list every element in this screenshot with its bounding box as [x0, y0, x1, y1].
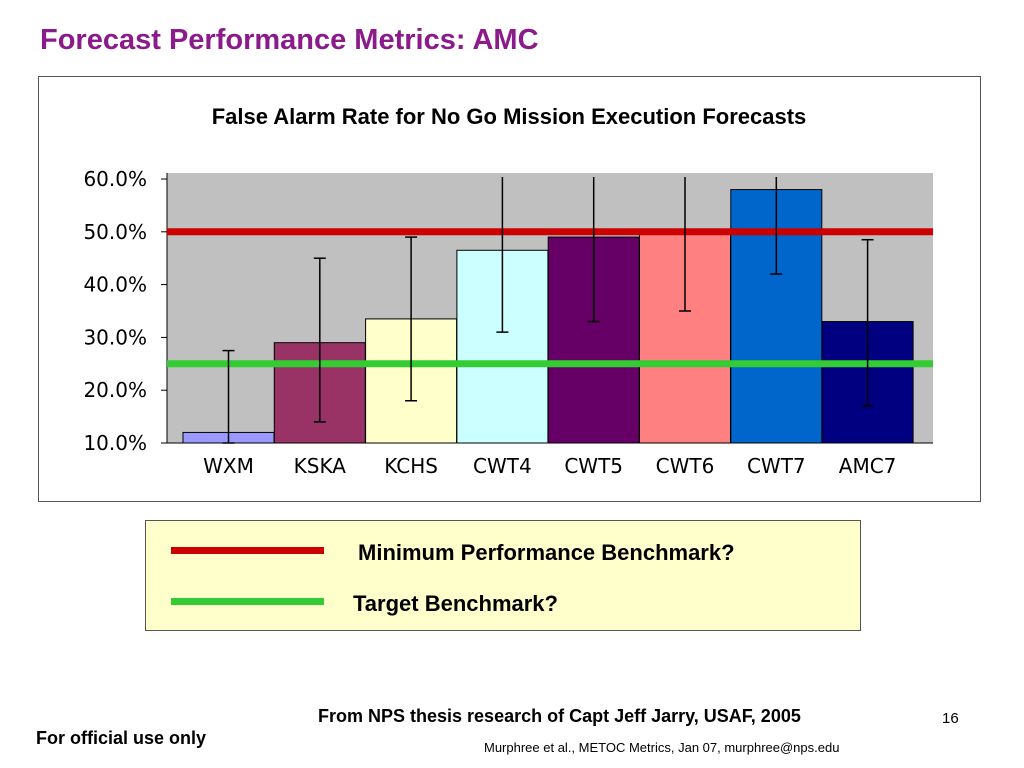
slide-title: Forecast Performance Metrics: AMC [40, 24, 539, 56]
target-benchmark-swatch [171, 598, 324, 605]
x-tick-label: CWT4 [473, 454, 532, 478]
plot-area: 10.0% 20.0% 30.0% 40.0% 50.0% 60.0% WXM KSKA KCH… [83, 167, 933, 478]
x-tick-label: CWT7 [747, 454, 806, 478]
chart-frame: False Alarm Rate for No Go Mission Execu… [38, 76, 981, 502]
citation: Murphree et al., METOC Metrics, Jan 07, … [484, 740, 840, 755]
x-tick-label: AMC7 [839, 454, 897, 478]
page-number: 16 [942, 710, 959, 727]
chart-title: False Alarm Rate for No Go Mission Execu… [212, 104, 807, 129]
y-tick-label: 10.0% [83, 431, 147, 455]
minimum-benchmark-swatch [171, 547, 324, 554]
y-tick-label: 50.0% [83, 220, 147, 244]
benchmark-legend: Minimum Performance Benchmark? Target Be… [145, 520, 861, 631]
source-note: From NPS thesis research of Capt Jeff Ja… [318, 706, 801, 726]
y-tick-label: 40.0% [83, 273, 147, 297]
y-tick-label: 20.0% [83, 378, 147, 402]
y-tick-label: 30.0% [83, 325, 147, 349]
target-benchmark-label: Target Benchmark? [353, 591, 558, 616]
x-tick-label: KCHS [384, 454, 438, 478]
x-tick-label: CWT5 [564, 454, 623, 478]
x-tick-label: KSKA [294, 454, 347, 478]
x-tick-label: CWT6 [656, 454, 715, 478]
bar-chart: False Alarm Rate for No Go Mission Execu… [83, 104, 933, 478]
minimum-benchmark-label: Minimum Performance Benchmark? [358, 540, 735, 565]
x-tick-label: WXM [203, 454, 254, 478]
y-tick-label: 60.0% [83, 167, 147, 191]
official-use-notice: For official use only [36, 728, 207, 748]
